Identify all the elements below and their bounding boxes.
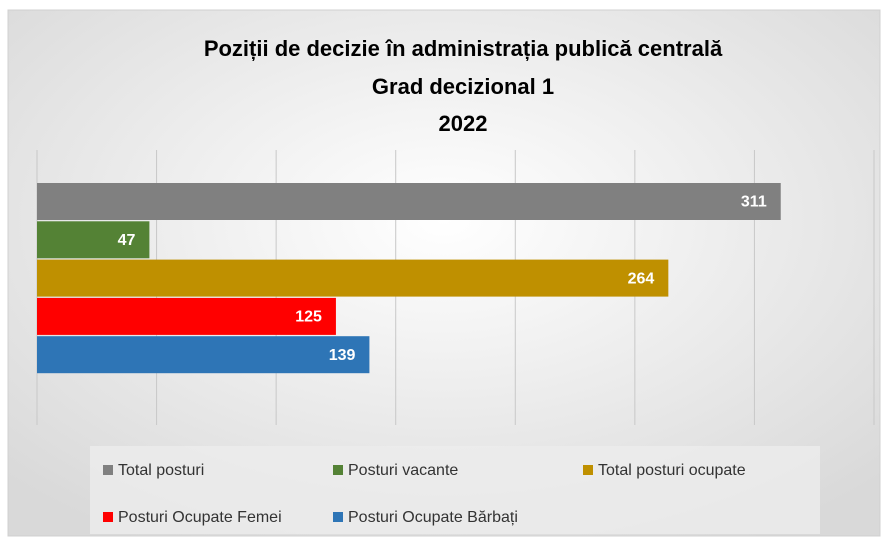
value-label: 311 (741, 194, 767, 211)
bar (37, 336, 370, 374)
bar (37, 221, 150, 259)
legend-label: Posturi Ocupate Femei (118, 509, 282, 526)
legend-swatch (333, 512, 343, 522)
value-label: 264 (628, 270, 655, 287)
value-label: 125 (295, 309, 322, 326)
value-label: 139 (329, 347, 356, 364)
bar (37, 183, 781, 220)
legend-label: Total posturi ocupate (598, 462, 746, 479)
chart-title: Poziții de decizie în administrația publ… (204, 36, 723, 61)
legend-swatch (583, 465, 593, 475)
legend-swatch (103, 512, 113, 522)
legend-swatch (103, 465, 113, 475)
chart-year: 2022 (439, 111, 488, 136)
bar (37, 259, 669, 297)
chart-subtitle: Grad decizional 1 (372, 74, 554, 99)
bar (37, 297, 336, 335)
legend-label: Posturi vacante (348, 462, 458, 479)
legend-label: Total posturi (118, 462, 204, 479)
legend-background (90, 446, 820, 534)
value-label: 47 (118, 232, 136, 249)
legend-label: Posturi Ocupate Bărbați (348, 509, 518, 526)
legend-swatch (333, 465, 343, 475)
